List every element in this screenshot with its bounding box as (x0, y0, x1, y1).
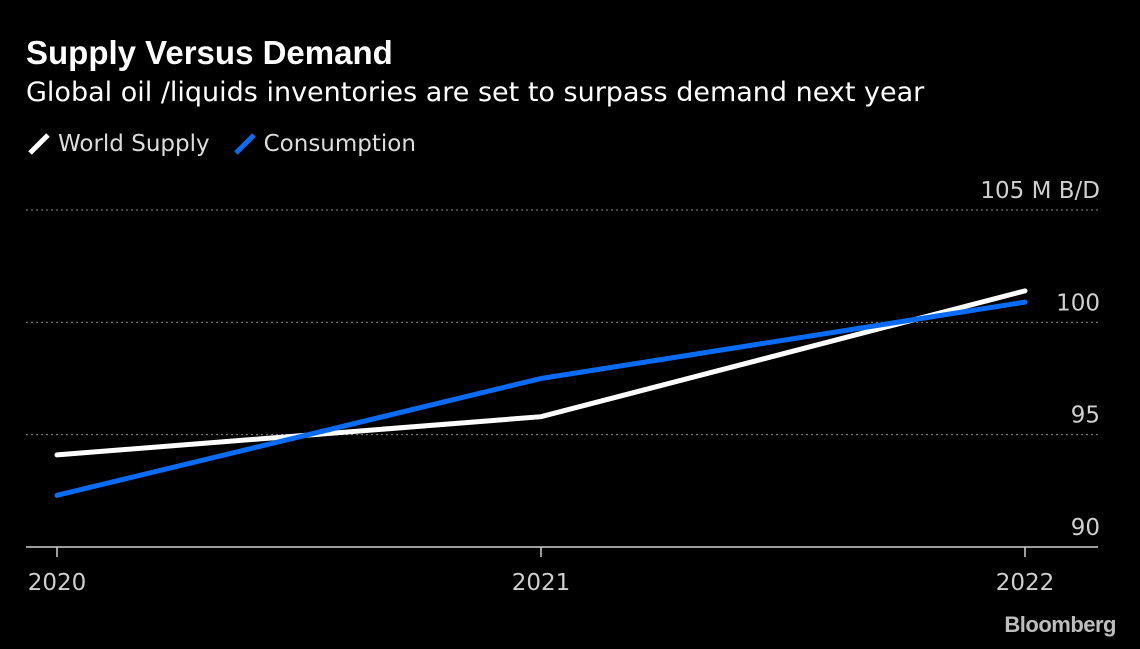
legend: World Supply Consumption (26, 131, 438, 157)
series-line-world-supply (54, 288, 1028, 458)
x-tick-label-2021: 2021 (512, 570, 571, 596)
y-tick-label-95: 95 (1071, 403, 1100, 429)
legend-item-world-supply: World Supply (26, 131, 210, 157)
x-tick-label-2020: 2020 (28, 570, 87, 596)
y-tick-label-90: 90 (1071, 515, 1100, 541)
chart-title: Supply Versus Demand (26, 34, 393, 71)
y-tick-label-105: 105 M B/D (980, 178, 1100, 204)
chart-subtitle: Global oil /liquids inventories are set … (26, 77, 925, 108)
x-tick-label-2022: 2022 (996, 570, 1055, 596)
legend-label-consumption: Consumption (263, 131, 416, 157)
y-tick-label-100: 100 (1056, 290, 1100, 316)
bloomberg-logo: Bloomberg (1004, 612, 1116, 637)
legend-swatch-consumption (233, 133, 256, 155)
legend-label-world-supply: World Supply (58, 131, 210, 157)
legend-swatch-world-supply (28, 133, 50, 155)
legend-item-consumption: Consumption (232, 131, 416, 157)
